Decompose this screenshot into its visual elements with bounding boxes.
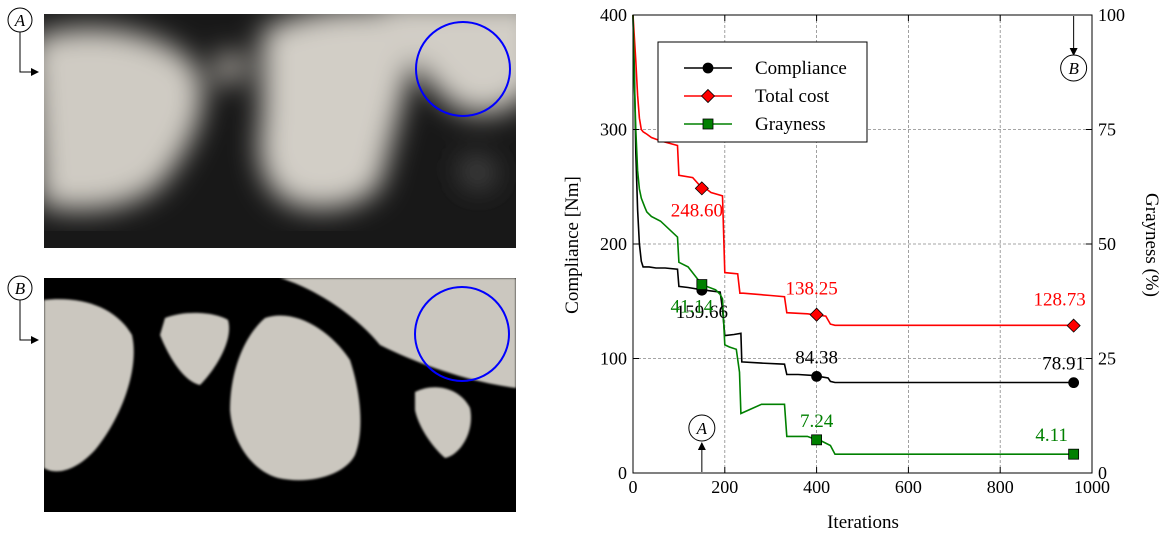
- tag-A-image: A: [7, 7, 39, 76]
- data-label-compliance: 159.66: [676, 302, 728, 323]
- y2-axis-title: Grayness (%): [1141, 193, 1162, 297]
- data-label-grayness: 7.24: [800, 411, 834, 432]
- annotation-B: B: [1060, 16, 1088, 82]
- y-tick-label: 400: [600, 5, 627, 25]
- legend-marker-grayness: [702, 118, 714, 130]
- x-axis-title: Iterations: [827, 512, 899, 533]
- marker-total-cost: [809, 307, 824, 322]
- design-image-bottom: [44, 278, 516, 512]
- annotation-label: A: [696, 419, 708, 438]
- series-line-total-cost: [632, 14, 1074, 327]
- data-label-total-cost: 128.73: [1034, 290, 1086, 311]
- y-tick-label: 100: [600, 349, 627, 369]
- marker-compliance: [811, 370, 822, 382]
- marker-grayness: [811, 434, 822, 446]
- x-tick-label: 200: [711, 477, 738, 497]
- y-tick-label: 300: [600, 120, 627, 140]
- data-label-grayness: 41.14: [670, 297, 713, 318]
- y-tick-label: 0: [618, 463, 627, 483]
- marker-total-cost: [1066, 318, 1081, 333]
- x-tick-label: 1000: [1074, 477, 1110, 497]
- y2-tick-label: 0: [1098, 463, 1107, 483]
- marker-compliance: [1068, 377, 1080, 389]
- data-label-compliance: 84.38: [795, 347, 838, 368]
- y-tick-label: 200: [600, 234, 627, 254]
- marker-total-cost: [694, 181, 709, 196]
- tag-B-image: B: [7, 275, 39, 344]
- data-labels-layer: 159.66 84.38 78.91 248.60 138.25 128.73 41.14 7…: [670, 16, 1088, 472]
- design-image-top: [44, 14, 516, 248]
- data-label-total-cost: 248.60: [671, 200, 723, 221]
- x-tick-label: 400: [803, 477, 830, 497]
- tag-B-label: B: [15, 279, 26, 298]
- y-axis-title: Compliance [Nm]: [562, 176, 583, 314]
- y2-tick-label: 100: [1098, 5, 1125, 25]
- chart: 0 200 400 600 800 100001002003004000255075100…: [562, 5, 1162, 533]
- legend-label-total-cost: Total cost: [755, 86, 830, 107]
- legend-label-compliance: Compliance: [755, 58, 847, 79]
- data-label-grayness: 4.11: [1035, 425, 1068, 446]
- legend: Compliance Total cost Grayness: [657, 41, 868, 143]
- y2-tick-label: 75: [1098, 120, 1116, 140]
- tag-A-label: A: [14, 11, 26, 30]
- x-tick-label: 0: [629, 477, 638, 497]
- legend-marker-total-cost: [700, 88, 716, 104]
- data-label-compliance: 78.91: [1042, 354, 1085, 375]
- legend-marker-compliance: [702, 62, 714, 74]
- x-tick-label: 800: [987, 477, 1014, 497]
- highlight-circle-bottom: [414, 286, 510, 382]
- legend-label-grayness: Grayness: [755, 114, 826, 135]
- highlight-circle-top: [415, 21, 511, 117]
- y2-tick-label: 25: [1098, 349, 1116, 369]
- series-layer: [632, 14, 1081, 460]
- annotation-label: B: [1068, 59, 1079, 78]
- data-label-total-cost: 138.25: [785, 279, 837, 300]
- x-tick-label: 600: [895, 477, 922, 497]
- annotation-A: A: [688, 414, 716, 472]
- series-line-compliance: [632, 14, 1074, 384]
- marker-grayness: [696, 279, 708, 290]
- y2-tick-label: 50: [1098, 234, 1116, 254]
- marker-grayness: [1068, 448, 1080, 460]
